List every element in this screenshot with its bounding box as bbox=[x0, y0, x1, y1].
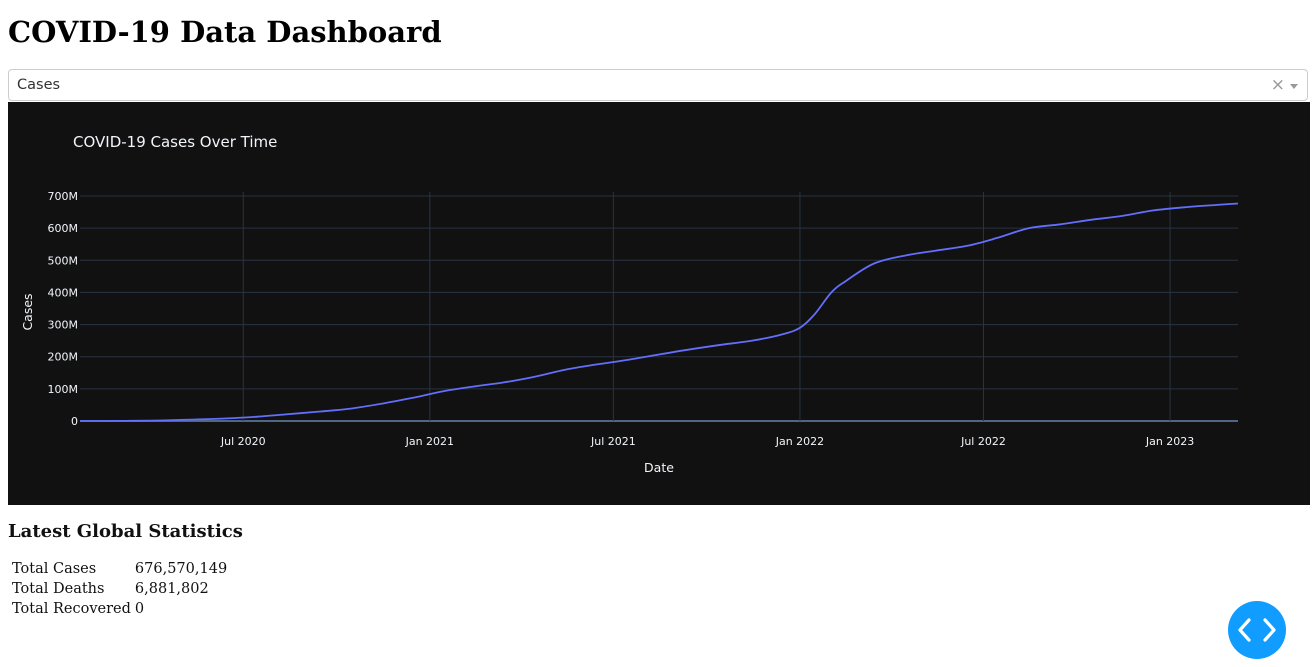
metric-dropdown[interactable]: Cases × bbox=[8, 69, 1308, 101]
y-tick-label: 300M bbox=[48, 319, 79, 332]
x-tick-label: Jul 2021 bbox=[590, 435, 636, 448]
stats-table: Total Cases 676,570,149 Total Deaths 6,8… bbox=[9, 558, 230, 620]
clear-icon[interactable]: × bbox=[1270, 75, 1285, 95]
x-tick-label: Jan 2023 bbox=[1145, 435, 1194, 448]
chart-title: COVID-19 Cases Over Time bbox=[73, 133, 277, 151]
y-tick-label: 0 bbox=[71, 415, 78, 428]
stat-value: 676,570,149 bbox=[134, 561, 228, 577]
y-tick-label: 100M bbox=[48, 383, 79, 396]
stat-label: Total Deaths bbox=[12, 581, 105, 597]
x-tick-label: Jul 2022 bbox=[960, 435, 1006, 448]
caret-down-icon[interactable] bbox=[1290, 84, 1298, 89]
x-axis-label: Date bbox=[644, 460, 674, 475]
y-tick-label: 200M bbox=[48, 351, 79, 364]
series-line bbox=[79, 202, 1239, 422]
page-title: COVID-19 Data Dashboard bbox=[8, 15, 442, 49]
stat-value: 6,881,802 bbox=[134, 581, 209, 597]
stat-value: 0 bbox=[134, 601, 145, 617]
y-tick-label: 600M bbox=[48, 222, 79, 235]
y-tick-labels: 0 100M 200M 300M 400M 500M 600M 700M bbox=[48, 190, 79, 428]
dropdown-selected-value: Cases bbox=[17, 77, 61, 93]
y-tick-label: 500M bbox=[48, 254, 79, 267]
series-layer bbox=[79, 202, 1239, 422]
table-row: Total Deaths 6,881,802 bbox=[11, 580, 228, 598]
y-tick-label: 700M bbox=[48, 190, 79, 203]
y-axis-label: Cases bbox=[20, 293, 35, 330]
stat-label: Total Cases bbox=[12, 561, 97, 577]
x-tick-label: Jan 2021 bbox=[405, 435, 454, 448]
x-tick-label: Jul 2020 bbox=[220, 435, 266, 448]
table-row: Total Recovered 0 bbox=[11, 600, 228, 618]
code-chevrons-icon bbox=[1238, 618, 1276, 642]
y-tick-label: 400M bbox=[48, 286, 79, 299]
chart-svg: COVID-19 Cases Over Time Date Cases 0 100… bbox=[20, 133, 1239, 475]
stats-heading: Latest Global Statistics bbox=[8, 521, 243, 542]
stat-label: Total Recovered bbox=[12, 601, 131, 617]
y-gridlines bbox=[80, 195, 1238, 422]
cases-chart[interactable]: COVID-19 Cases Over Time Date Cases 0 100… bbox=[8, 102, 1310, 505]
code-toggle-button[interactable] bbox=[1228, 601, 1286, 659]
x-tick-labels: Jul 2020 Jan 2021 Jul 2021 Jan 2022 Jul 2022… bbox=[220, 435, 1194, 448]
x-tick-label: Jan 2022 bbox=[775, 435, 824, 448]
x-gridlines bbox=[242, 192, 1171, 421]
table-row: Total Cases 676,570,149 bbox=[11, 560, 228, 578]
